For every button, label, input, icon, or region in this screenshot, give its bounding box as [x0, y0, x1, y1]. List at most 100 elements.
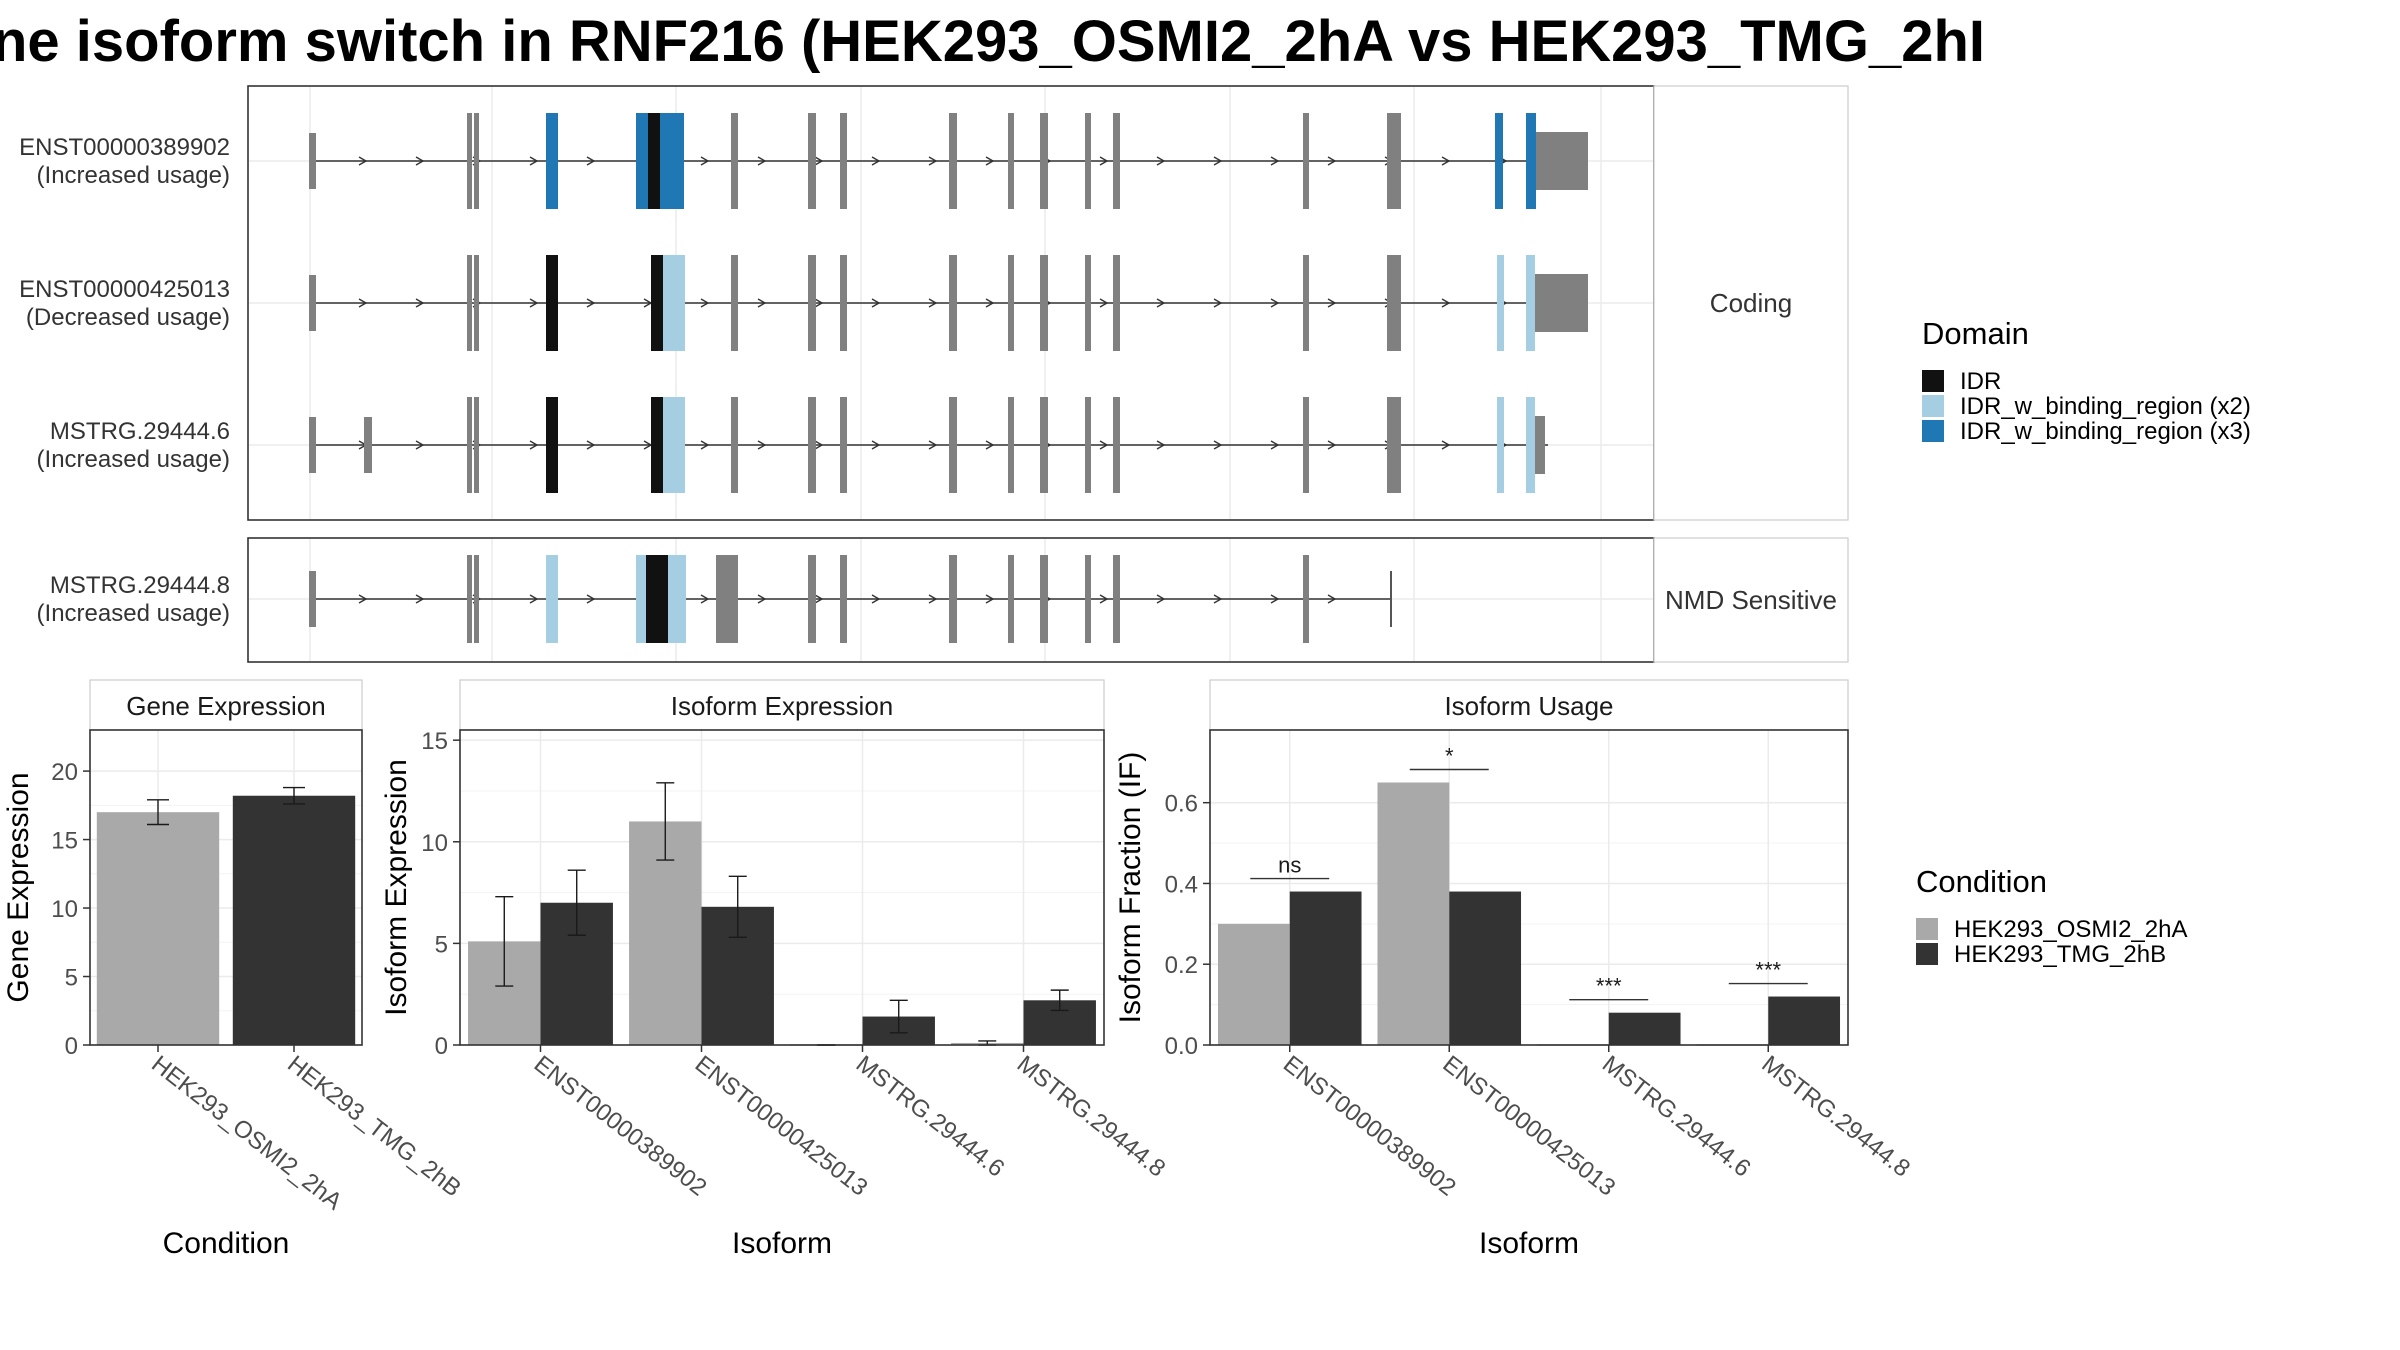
direction-arrow	[814, 156, 824, 166]
exon-block	[731, 255, 738, 351]
direction-arrow	[1156, 298, 1166, 308]
significance-label: ***	[1755, 958, 1781, 983]
facet-strip	[1653, 85, 1849, 521]
domain-legend-key	[1922, 395, 1944, 417]
exon-block	[546, 113, 558, 209]
domain-legend-key	[1922, 370, 1944, 392]
chart-strip	[89, 679, 363, 731]
x-tick-label: MSTRG.29444.6	[851, 1050, 1010, 1182]
exon-block	[648, 113, 660, 209]
exon-block	[1085, 255, 1091, 351]
y-tick-label: 0.2	[1165, 952, 1198, 979]
condition-legend-key	[1916, 918, 1938, 940]
direction-arrow	[928, 594, 938, 604]
exon-block	[1526, 397, 1535, 493]
exon-block	[474, 555, 479, 643]
bar	[232, 795, 356, 1045]
exon-block	[668, 113, 684, 209]
exon-block	[474, 113, 479, 209]
chart-strip	[459, 679, 1105, 731]
exon-block	[636, 555, 646, 643]
exon-block	[668, 555, 686, 643]
x-tick-label: MSTRG.29444.8	[1012, 1050, 1171, 1182]
x-tick-label: MSTRG.29444.6	[1597, 1050, 1756, 1182]
chart-strip	[1209, 679, 1849, 731]
y-tick-label: 20	[51, 759, 78, 786]
direction-arrow	[1441, 156, 1451, 166]
exon-block	[1387, 255, 1401, 351]
condition-legend-title: Condition	[1916, 864, 2047, 899]
y-tick-label: 10	[421, 830, 448, 857]
bar	[1608, 1012, 1681, 1045]
exon-block	[467, 113, 472, 209]
exon-block	[1040, 397, 1048, 493]
condition-legend-key	[1916, 943, 1938, 965]
direction-arrow	[1213, 440, 1223, 450]
direction-arrow	[1441, 440, 1451, 450]
chart-title: Isoform Expression	[671, 691, 894, 721]
exon-block	[808, 255, 816, 351]
direction-arrow	[1156, 156, 1166, 166]
chart-title: Isoform Usage	[1444, 691, 1613, 721]
y-tick-label: 5	[65, 965, 78, 992]
direction-arrow	[1270, 440, 1280, 450]
bar	[1217, 923, 1290, 1045]
direction-arrow	[1156, 594, 1166, 604]
exon-block	[1387, 113, 1401, 209]
y-tick-label: 15	[421, 728, 448, 755]
direction-arrow	[871, 298, 881, 308]
bar	[1768, 996, 1841, 1045]
exon-block	[949, 255, 957, 351]
exon-block	[309, 133, 316, 189]
x-tick-label: MSTRG.29444.8	[1757, 1050, 1916, 1182]
direction-arrow	[757, 156, 767, 166]
direction-arrow	[1270, 156, 1280, 166]
y-tick-label: 0	[65, 1033, 78, 1060]
chart-border	[89, 729, 363, 1046]
exon-block	[1008, 255, 1014, 351]
exon-block	[808, 555, 816, 643]
x-tick-label: ENST00000389902	[529, 1050, 712, 1201]
exon-block	[1008, 397, 1014, 493]
transcript-usage-label: (Decreased usage)	[26, 304, 230, 331]
exon-block	[840, 397, 847, 493]
exon-block	[474, 397, 479, 493]
exon-block	[1008, 113, 1014, 209]
direction-arrow	[814, 594, 824, 604]
significance-label: *	[1445, 744, 1454, 769]
direction-arrow	[415, 156, 425, 166]
facet-strip	[1653, 537, 1849, 663]
domain-legend-key	[1922, 420, 1944, 442]
exon-block	[1085, 113, 1091, 209]
exon-block	[636, 113, 648, 209]
exon-block	[1040, 113, 1048, 209]
direction-arrow	[871, 594, 881, 604]
exon-block	[1113, 255, 1120, 351]
exon-block	[1497, 397, 1504, 493]
facet-label: NMD Sensitive	[1665, 585, 1837, 615]
direction-arrow	[757, 594, 767, 604]
exon-block	[1040, 555, 1048, 643]
direction-arrow	[1441, 298, 1451, 308]
direction-arrow	[928, 156, 938, 166]
domain-legend-label: IDR_w_binding_region (x3)	[1960, 418, 2251, 445]
figure-title: ne isoform switch in RNF216 (HEK293_OSMI…	[0, 9, 1986, 74]
x-tick-label: ENST00000389902	[1278, 1050, 1461, 1201]
exon-block	[663, 397, 685, 493]
exon-block	[546, 255, 558, 351]
direction-arrow	[1099, 594, 1109, 604]
exon-block	[840, 255, 847, 351]
exon-block	[658, 555, 668, 643]
direction-arrow	[358, 156, 368, 166]
direction-arrow	[871, 440, 881, 450]
chart-border	[459, 729, 1105, 1046]
direction-arrow	[757, 440, 767, 450]
transcript-id-label: ENST00000425013	[19, 276, 230, 303]
exon-block	[808, 113, 816, 209]
exon-block	[309, 275, 316, 331]
x-axis-title: Isoform	[732, 1227, 832, 1260]
bar	[96, 812, 220, 1045]
direction-arrow	[586, 298, 596, 308]
exon-block	[716, 555, 738, 643]
y-axis-title: Gene Expression	[2, 772, 35, 1002]
